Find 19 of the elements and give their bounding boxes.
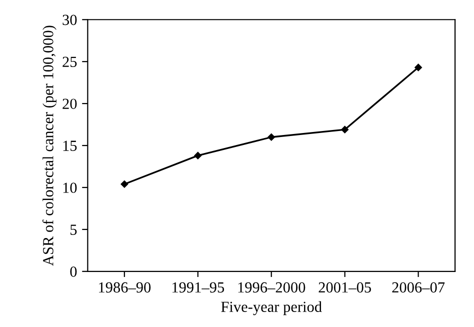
point xyxy=(268,133,276,141)
point xyxy=(194,152,202,160)
x-tick-label: 1986–90 xyxy=(99,282,151,293)
x-tick-label: 2001–05 xyxy=(318,282,371,293)
y-tick-label: 5 xyxy=(70,224,77,235)
point xyxy=(414,64,422,72)
y-axis-title: ASR of colorectal cancer (per 100,000) xyxy=(42,26,56,266)
x-tick-label: 1996–2000 xyxy=(238,282,306,293)
y-tick-label: 0 xyxy=(70,266,77,277)
y-tick-label: 30 xyxy=(62,14,77,26)
point xyxy=(120,180,128,188)
x-tick-label: 1991–95 xyxy=(172,282,224,293)
x-axis-title: Five-year period xyxy=(221,301,322,316)
point xyxy=(341,126,348,134)
y-tick-label: 10 xyxy=(63,182,77,193)
x-tick-label: 2006–07 xyxy=(392,282,445,293)
y-tick-label: 20 xyxy=(62,98,77,109)
y-tick-label: 25 xyxy=(62,56,77,68)
y-tick-label: 15 xyxy=(63,140,77,151)
